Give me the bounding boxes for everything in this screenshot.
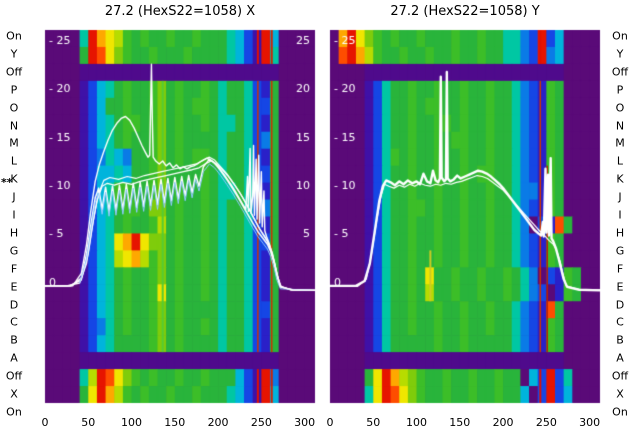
panel-x-title: 27.2 (HexS22=1058) X xyxy=(104,4,256,19)
row-label-right-o-4: O xyxy=(615,101,625,115)
row-label-left-h-11: H xyxy=(9,226,19,240)
row-label-right-g-12: G xyxy=(615,244,625,258)
row-label-right-d-15: D xyxy=(615,298,625,311)
row-label-right-y-1: Y xyxy=(616,47,624,61)
row-label-right-off-2: Off xyxy=(611,65,629,79)
row-label-left-j-9: J xyxy=(12,190,16,204)
row-label-left-f-13: F xyxy=(10,262,18,276)
x-tick-label: 300 xyxy=(579,416,601,429)
row-label-left-k-8: K xyxy=(10,172,18,186)
row-label-left-c-16: C xyxy=(10,315,18,329)
panel-y-title: 27.2 (HexS22=1058) Y xyxy=(390,4,540,19)
row-label-right-x-20: X xyxy=(616,387,624,401)
row-label-right-h-11: H xyxy=(615,226,625,240)
x-tick-label: 150 xyxy=(449,416,471,429)
row-label-right-on-0: On xyxy=(612,29,628,43)
x-tick-label: 250 xyxy=(250,416,272,429)
row-label-right-p-3: P xyxy=(616,83,624,97)
row-label-right-f-13: F xyxy=(616,262,624,276)
row-label-left-e-14: E xyxy=(10,280,18,294)
row-label-right-e-14: E xyxy=(616,280,624,294)
row-label-left-off-19: Off xyxy=(5,369,23,383)
x-tick-label: 250 xyxy=(535,416,557,429)
x-tick-label: 200 xyxy=(492,416,514,429)
row-label-right-on-21: On xyxy=(612,405,628,419)
x-tick-label: 50 xyxy=(81,416,96,429)
row-label-left-a-18: A xyxy=(10,351,18,365)
row-label-left-l-7: L xyxy=(10,154,18,168)
row-label-right-l-7: L xyxy=(616,154,624,168)
row-label-left-p-3: P xyxy=(10,83,18,97)
row-label-right-n-5: N xyxy=(615,119,625,132)
x-tick-label: 150 xyxy=(164,416,186,429)
x-tick-label: 200 xyxy=(207,416,229,429)
row-label-left-x-20: X xyxy=(10,387,18,401)
x-tick-label: 100 xyxy=(406,416,428,429)
row-label-left-d-15: D xyxy=(9,298,19,311)
row-label-left-i-10: I xyxy=(12,208,16,222)
row-label-right-a-18: A xyxy=(616,351,624,365)
row-label-left-on-21: On xyxy=(6,405,22,419)
x-tick-label: 0 xyxy=(41,416,49,429)
row-label-right-b-17: B xyxy=(616,333,624,347)
row-label-right-i-10: I xyxy=(618,208,622,222)
row-label-right-off-19: Off xyxy=(611,369,629,383)
row-label-left-on-0: On xyxy=(6,29,22,43)
row-label-left-y-1: Y xyxy=(10,47,18,61)
x-tick-label: 0 xyxy=(326,416,334,429)
x-tick-label: 100 xyxy=(121,416,143,429)
star-annotation: ** xyxy=(1,176,13,189)
x-tick-label: 300 xyxy=(294,416,316,429)
row-label-left-o-4: O xyxy=(9,101,19,115)
row-label-right-k-8: K xyxy=(616,172,624,186)
row-label-right-c-16: C xyxy=(616,315,624,329)
x-tick-label: 50 xyxy=(366,416,381,429)
row-label-left-m-6: M xyxy=(9,136,19,150)
row-label-left-off-2: Off xyxy=(5,65,23,79)
row-label-left-g-12: G xyxy=(9,244,19,258)
row-label-left-b-17: B xyxy=(10,333,18,347)
row-label-left-n-5: N xyxy=(9,119,19,132)
row-label-right-j-9: J xyxy=(618,190,622,204)
row-label-right-m-6: M xyxy=(615,136,625,150)
